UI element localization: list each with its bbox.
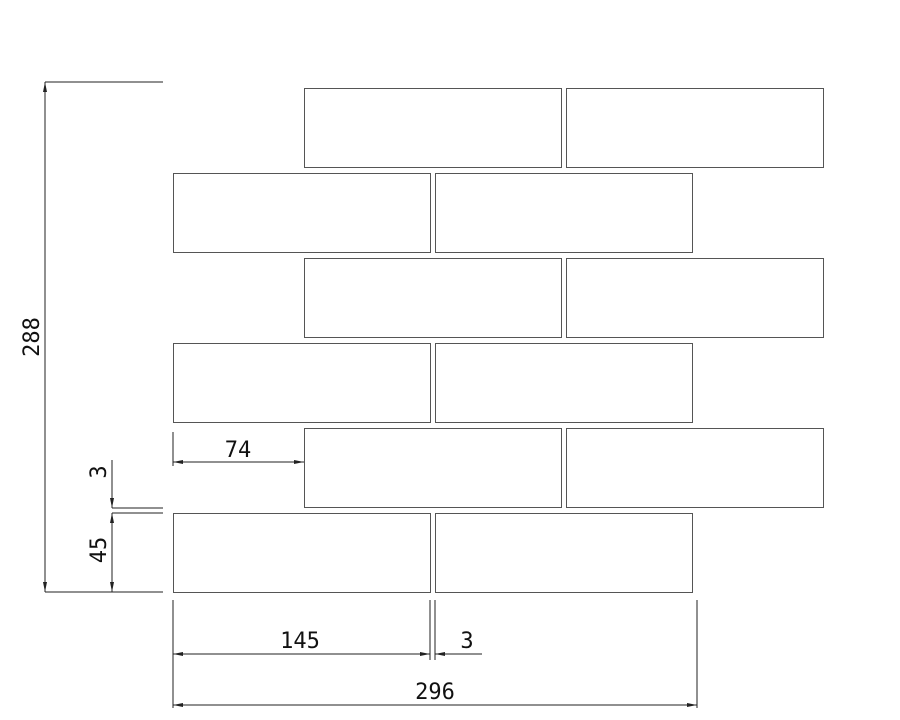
brick	[566, 428, 824, 508]
brick	[435, 513, 693, 593]
brick	[173, 513, 431, 593]
brick	[566, 88, 824, 168]
brick	[304, 88, 562, 168]
brick	[173, 173, 431, 253]
dimension-label-total-height: 288	[20, 317, 45, 357]
dimension-label-brick-height: 45	[87, 537, 112, 564]
dimension-total-height: 288	[20, 81, 163, 593]
dimension-brick-width: 145	[172, 600, 436, 708]
dimension-label-offset: 74	[225, 438, 252, 463]
dimension-offset: 74	[172, 432, 304, 466]
brick	[304, 258, 562, 338]
brick	[435, 173, 693, 253]
dimension-vertical-joint: 3	[87, 460, 163, 514]
brick	[435, 343, 693, 423]
dimension-brick-height: 45	[87, 513, 114, 592]
dimension-total-width: 296	[173, 600, 698, 708]
brick	[173, 343, 431, 423]
dimension-horizontal-joint: 3	[435, 629, 482, 656]
dimension-label-brick-width: 145	[280, 629, 320, 654]
brick	[304, 428, 562, 508]
bricks	[173, 88, 824, 593]
brick	[566, 258, 824, 338]
dimension-label-total-width: 296	[415, 680, 455, 705]
dimension-label-horizontal-joint: 3	[460, 629, 473, 654]
dimension-label-vertical-joint: 3	[87, 465, 112, 478]
